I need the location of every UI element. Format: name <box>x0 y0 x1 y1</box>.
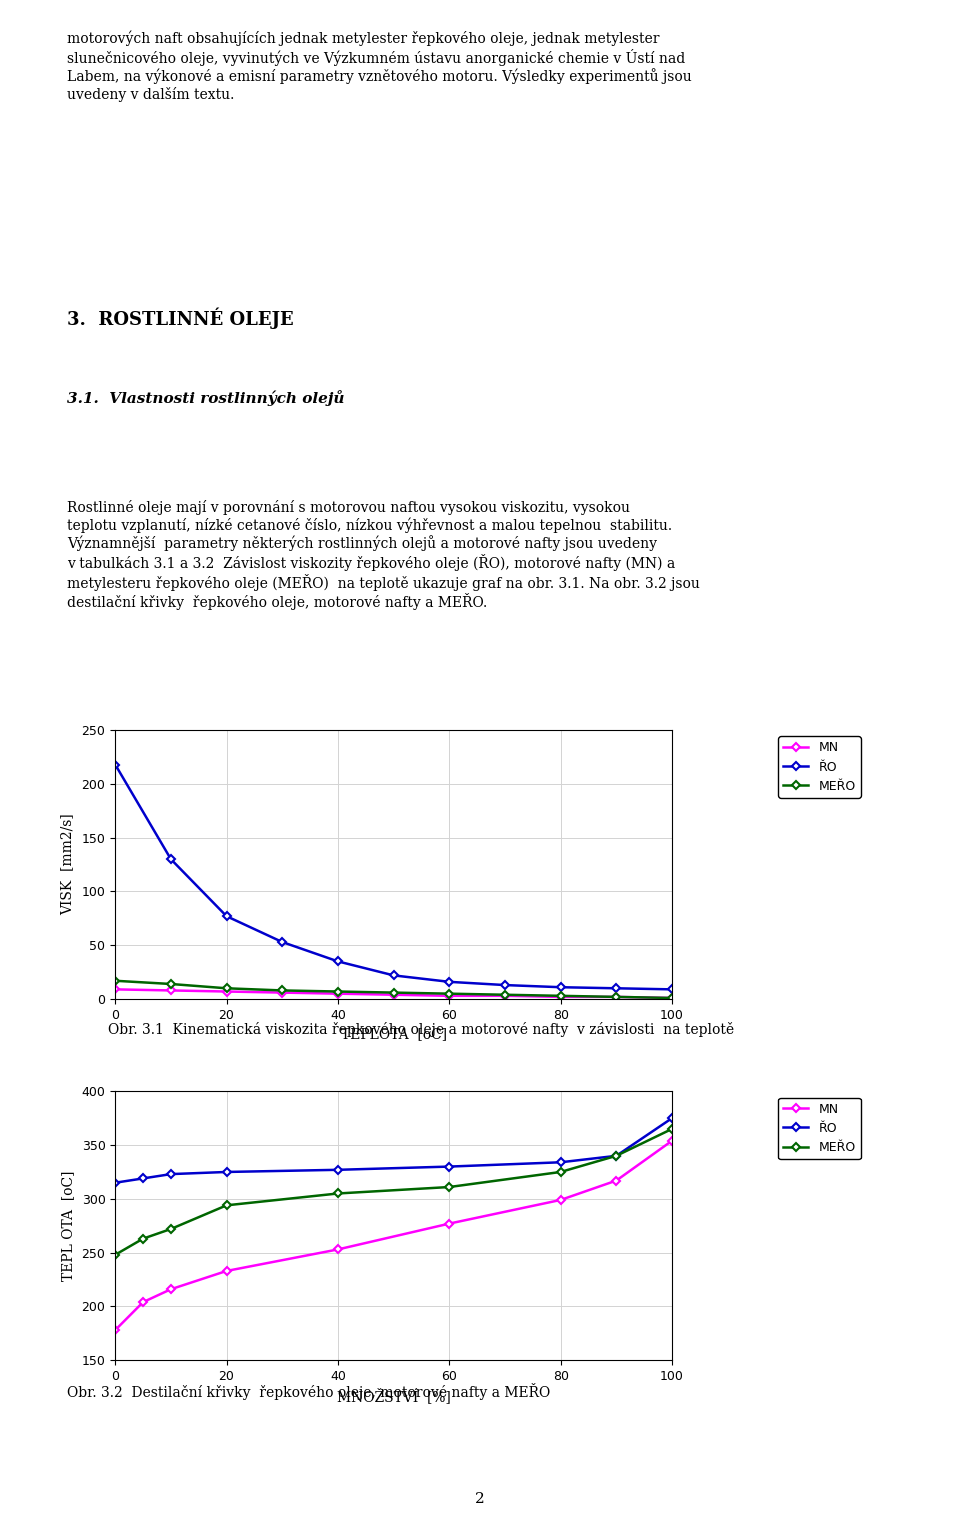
Text: 2: 2 <box>475 1491 485 1506</box>
Text: Obr. 3.1  Kinematická viskozita řepkového oleje a motorové nafty  v závislosti  : Obr. 3.1 Kinematická viskozita řepkového… <box>108 1022 734 1037</box>
Text: 3.1.  Vlastnosti rostlinných olejů: 3.1. Vlastnosti rostlinných olejů <box>67 390 345 406</box>
Y-axis label: VISK  [mm2/s]: VISK [mm2/s] <box>60 813 75 916</box>
Legend: MN, ŘO, MEŘO: MN, ŘO, MEŘO <box>779 1097 860 1159</box>
Text: Rostlinné oleje mají v porovnání s motorovou naftou vysokou viskozitu, vysokou
t: Rostlinné oleje mají v porovnání s motor… <box>67 500 700 610</box>
Text: Obr. 3.2  Destilační křivky  řepkového oleje, motorové nafty a MEŘO: Obr. 3.2 Destilační křivky řepkového ole… <box>67 1383 550 1400</box>
Text: 3.  ROSTLINNÉ OLEJE: 3. ROSTLINNÉ OLEJE <box>67 307 294 329</box>
Y-axis label: TEPL OTA  [oC]: TEPL OTA [oC] <box>60 1171 75 1280</box>
Legend: MN, ŘO, MEŘO: MN, ŘO, MEŘO <box>779 736 860 798</box>
X-axis label: MNOŽSTVÍ  [%]: MNOŽSTVÍ [%] <box>337 1388 450 1405</box>
Text: motorových naft obsahujících jednak metylester řepkového oleje, jednak metyleste: motorových naft obsahujících jednak mety… <box>67 31 692 101</box>
X-axis label: TEPLOTA  [oC]: TEPLOTA [oC] <box>341 1027 446 1042</box>
